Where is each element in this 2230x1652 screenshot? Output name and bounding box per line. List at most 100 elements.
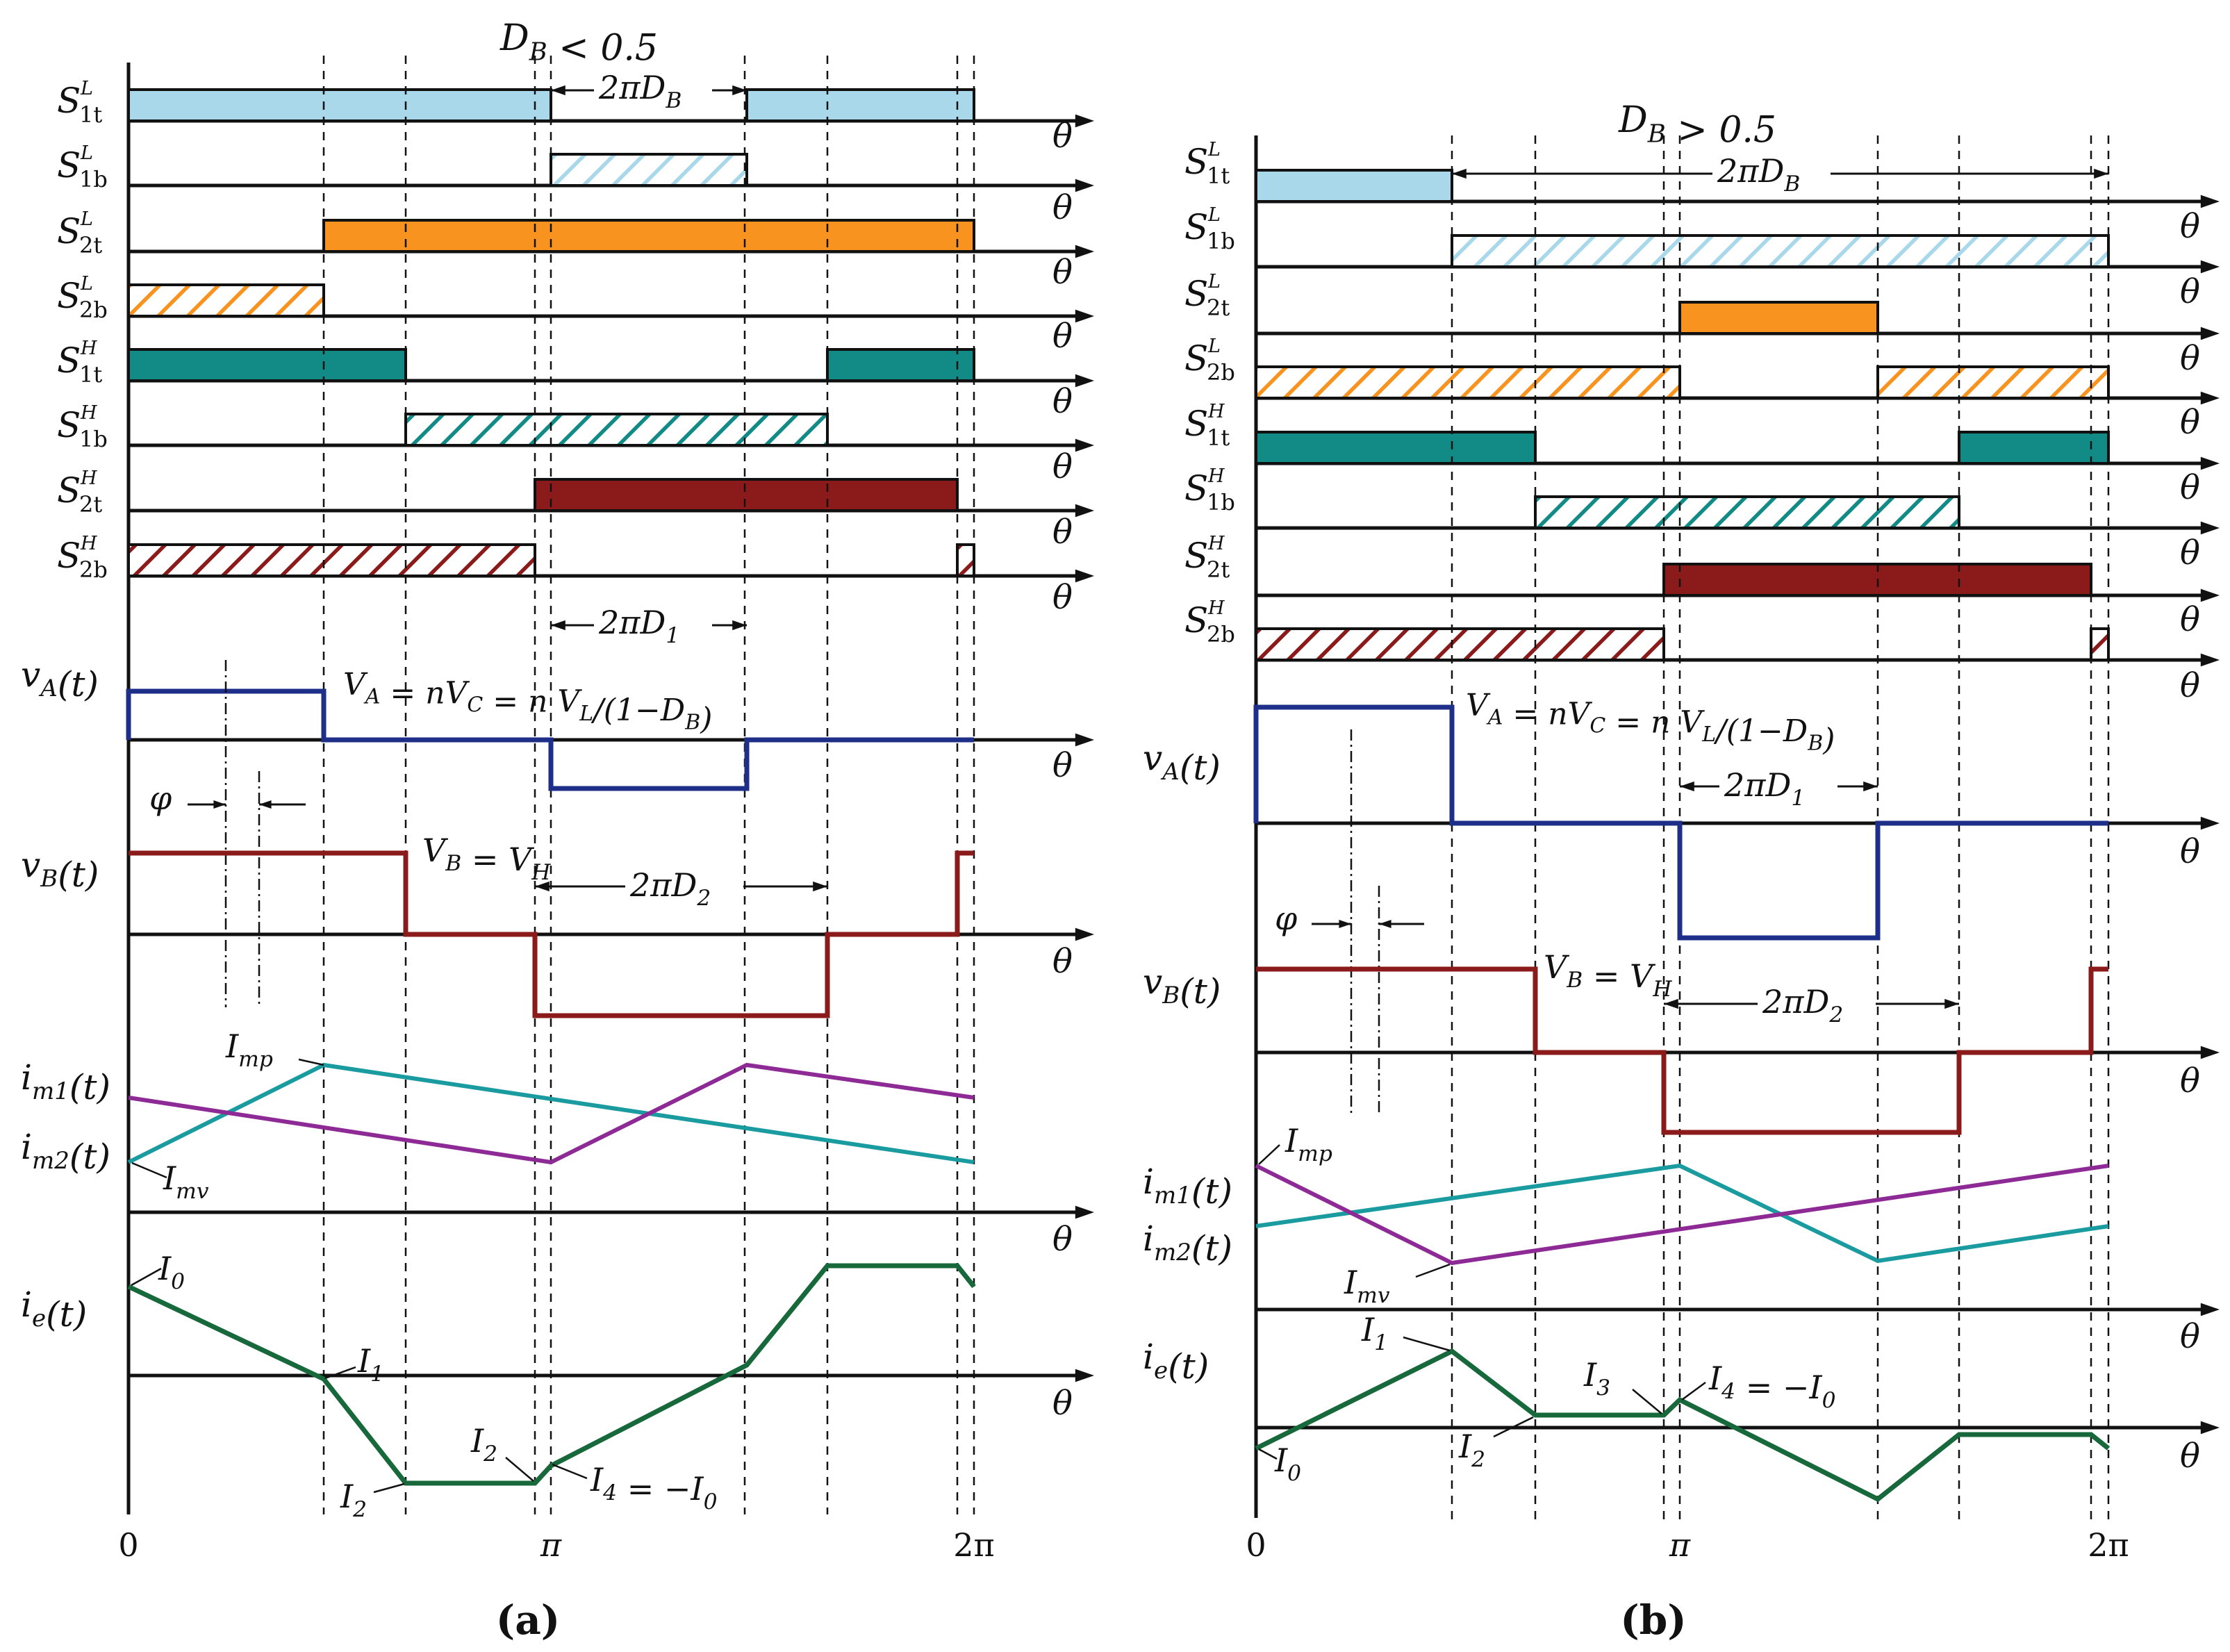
a-switch-label-3-sup: L — [80, 208, 93, 230]
b-vB-axis-arrowhead — [2200, 1046, 2220, 1059]
b-theta-label-ie: θ — [2180, 1437, 2200, 1476]
b-theta-label-7: θ — [2180, 600, 2200, 639]
b-Imp-leader — [1258, 1144, 1280, 1165]
a-im-axis-arrowhead — [1075, 1205, 1094, 1219]
a-switch-axis-8-arrowhead — [1075, 569, 1094, 583]
a-switch-label-7-sup: H — [80, 468, 97, 489]
b-theta-label-im: θ — [2180, 1317, 2200, 1356]
b-s1t-H-block-1 — [1255, 431, 1537, 465]
b-condition-title: DB > 0.5 — [1618, 99, 1776, 151]
b-I0-leader — [1258, 1448, 1278, 1460]
a-vB-label: vB(t) — [21, 845, 99, 895]
a-vA-axis-arrowhead — [1075, 733, 1094, 747]
b-switch-label-5-sub: 1t — [1207, 424, 1230, 451]
a-theta-label-5: θ — [1052, 382, 1073, 421]
a-theta-label-2: θ — [1052, 188, 1073, 227]
a-dim-2piD1-bg — [594, 609, 712, 639]
b-x-tick-2pi: 2π — [2088, 1526, 2129, 1564]
b-switch-label-3-sub: 2t — [1207, 295, 1230, 321]
b-switch-label-3-letter: S — [1184, 274, 1208, 314]
b-switch-label-7: S H2t — [1184, 533, 1230, 583]
a-Imv-leader — [131, 1162, 167, 1179]
b-I2-label: I2 — [1458, 1428, 1485, 1472]
a-condition-title: DB < 0.5 — [499, 17, 658, 69]
b-dim-2piDB-left-head — [1452, 168, 1467, 179]
a-switch-label-4-sub: 2b — [79, 297, 108, 323]
a-s2b-L-block — [127, 283, 325, 317]
b-dim-2piDB-bg — [1712, 157, 1831, 188]
a-I2-leader-low — [373, 1482, 405, 1494]
b-switch-label-2: S L1b — [1184, 204, 1235, 254]
b-theta-label-vB: θ — [2180, 1062, 2200, 1100]
b-I3-label: I3 — [1583, 1356, 1610, 1401]
a-im1-label: im1(t) — [21, 1057, 110, 1107]
b-I2-leader — [1493, 1416, 1534, 1438]
a-ie-label: ie(t) — [21, 1285, 87, 1335]
b-phi-label: φ — [1275, 900, 1298, 937]
b-switch-label-2-sup: L — [1207, 204, 1221, 226]
b-dim-2piD1-right-head — [1863, 781, 1878, 792]
b-s2b-L-block-1 — [1255, 365, 1681, 399]
a-Imp-leader — [298, 1058, 324, 1066]
b-phi-arrow-left-head — [1339, 919, 1351, 929]
b-switch-label-8-sup: H — [1207, 597, 1225, 619]
a-theta-label-7: θ — [1052, 513, 1073, 552]
a-VA-equation: VA = nVC = n VL/(1−DB) — [343, 667, 712, 736]
b-I4-label: I4 = −I0 — [1708, 1360, 1836, 1413]
b-switch-label-1-letter: S — [1184, 142, 1208, 182]
b-switch-label-4-letter: S — [1184, 338, 1208, 379]
a-x-tick-pi: π — [540, 1526, 562, 1564]
a-dim-2piD2-left-head — [535, 881, 550, 892]
b-I0-label: I0 — [1274, 1442, 1301, 1486]
b-switch-label-8-sub: 2b — [1207, 621, 1235, 647]
a-dim-2piDB-right-head — [732, 85, 747, 96]
b-theta-label-4: θ — [2180, 403, 2200, 442]
a-switch-label-5-letter: S — [57, 340, 81, 381]
b-VA-equation: VA = nVC = n VL/(1−DB) — [1466, 688, 1835, 757]
b-theta-label-1: θ — [2180, 207, 2200, 246]
a-dim-2piDB-left-head — [551, 85, 565, 96]
a-switch-label-7-letter: S — [57, 470, 81, 511]
b-dim-2piD1-left-head — [1680, 781, 1694, 792]
b-switch-label-5-letter: S — [1184, 404, 1208, 444]
a-switch-label-4-sup: L — [80, 273, 93, 295]
a-switch-label-2-sup: L — [80, 142, 93, 164]
b-vB-label: vB(t) — [1143, 961, 1221, 1011]
a-s2t-L-block — [322, 219, 975, 253]
b-phi-arrow-right-head — [1379, 919, 1391, 929]
b-im-teal-waveform — [1255, 1163, 2109, 1264]
a-switch-label-4-letter: S — [57, 276, 81, 316]
b-switch-axis-5-arrowhead — [2200, 456, 2220, 470]
a-switch-label-6: S H1b — [57, 402, 108, 452]
a-switch-label-3: S L2t — [57, 208, 102, 258]
b-ie-axis-arrowhead — [2200, 1421, 2220, 1435]
b-dim-2piD2-label: 2πD2 — [1762, 983, 1843, 1027]
b-switch-label-4-sup: L — [1207, 336, 1221, 357]
a-switch-label-8: S H2b — [57, 533, 108, 583]
b-switch-axis-4-arrowhead — [2200, 391, 2220, 405]
a-switch-label-6-sup: H — [80, 402, 97, 424]
b-ie-waveform — [1255, 1348, 2111, 1503]
b-switch-label-7-sub: 2t — [1207, 556, 1230, 583]
a-switch-label-7: S H2t — [57, 468, 102, 518]
a-dim-2piD2-right-head — [813, 881, 827, 892]
a-theta-label-im: θ — [1052, 1220, 1073, 1259]
a-switch-label-1: S L1t — [57, 78, 102, 128]
b-vA-waveform — [1253, 704, 2108, 941]
b-im-purple-waveform — [1255, 1164, 2109, 1266]
b-s2b-L-block-2 — [1876, 365, 2110, 399]
b-s1b-H-block — [1534, 495, 1960, 529]
b-vA-label: vA(t) — [1143, 738, 1221, 788]
a-I4-leader — [552, 1463, 588, 1480]
b-theta-label-3: θ — [2180, 339, 2200, 378]
a-I1-leader — [324, 1366, 356, 1380]
b-dim-2piD1-bg — [1719, 770, 1837, 800]
a-switch-label-1-letter: S — [57, 81, 81, 121]
a-theta-label-ie: θ — [1052, 1384, 1073, 1423]
b-switch-label-1-sub: 1t — [1207, 163, 1230, 189]
a-theta-label-3: θ — [1052, 253, 1073, 292]
a-vA-label: vA(t) — [21, 654, 99, 704]
b-dim-2piDB-right-head — [2094, 168, 2108, 179]
a-switch-axis-4-arrowhead — [1075, 309, 1094, 323]
b-switch-label-1-sup: L — [1207, 139, 1221, 160]
